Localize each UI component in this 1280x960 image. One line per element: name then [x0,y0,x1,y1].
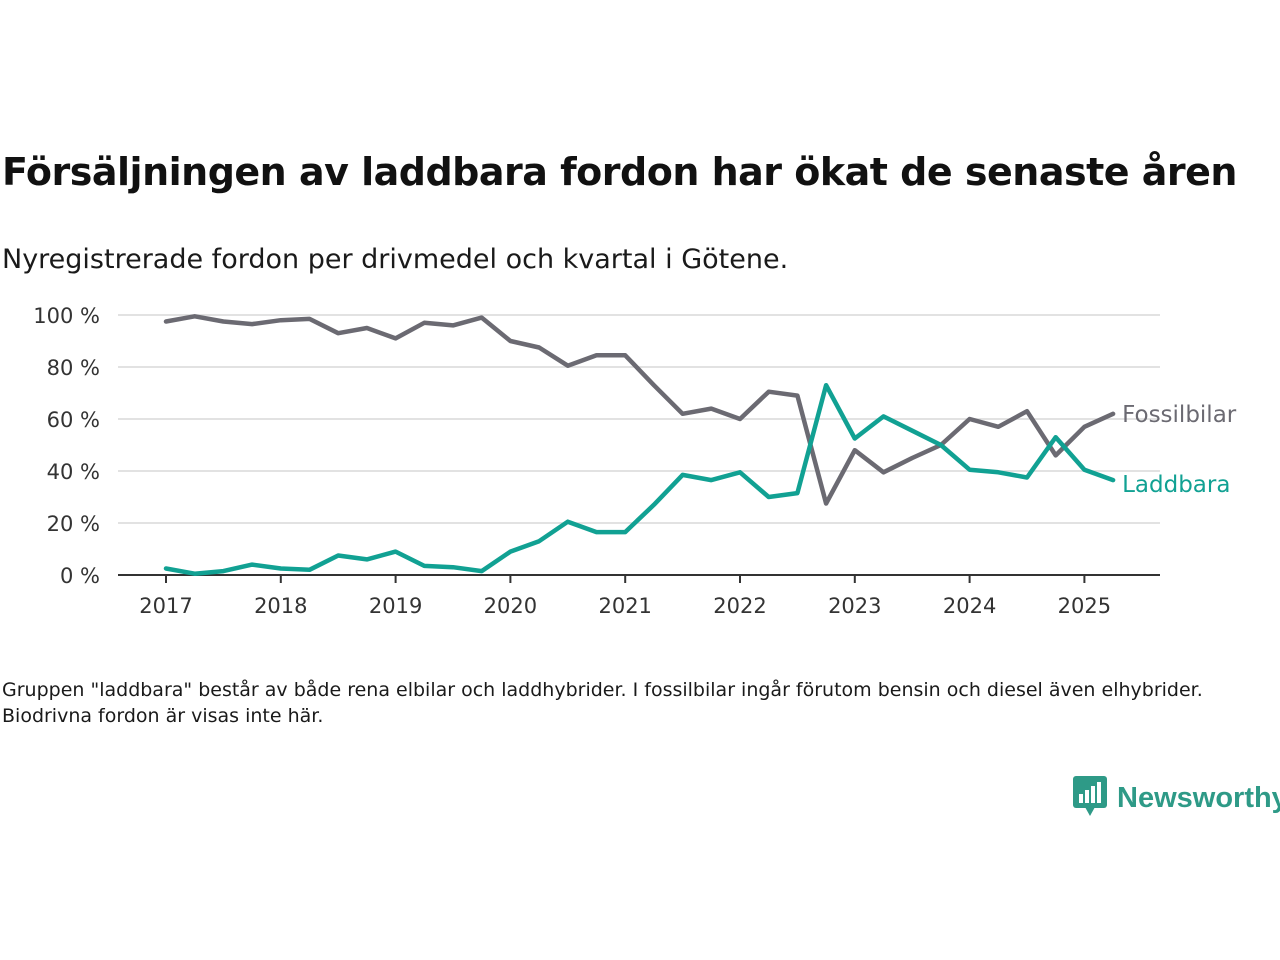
axes: 0 % 20 % 40 % 60 % 80 % 100 % 2017 2018 2019 2020… [33,304,1160,618]
series-line-fossilbilar [163,314,1116,506]
series-line-laddbara [163,382,1116,576]
line-chart: 0 % 20 % 40 % 60 % 80 % 100 % 2017 2018 2019 2020… [33,304,1237,618]
newsworthy-brand[interactable]: Newsworthy [1073,776,1280,820]
x-tick-label: 2017 [139,594,192,618]
x-tick-label: 2021 [598,594,651,618]
y-tick-label: 80 % [47,356,100,380]
x-tick-label: 2018 [254,594,307,618]
chart-subtitle: Nyregistrerade fordon per drivmedel och … [2,244,789,275]
x-tick-label: 2022 [713,594,766,618]
y-tick-label: 100 % [33,304,100,328]
series-labels: Fossilbilar Laddbara [1122,402,1237,498]
x-tick-label: 2019 [369,594,422,618]
y-tick-label: 60 % [47,408,100,432]
newsworthy-logo-icon [1073,776,1107,820]
y-tick-label: 20 % [47,512,100,536]
chart-footnote: Gruppen "laddbara" består av både rena e… [2,679,1203,727]
y-tick-label: 40 % [47,460,100,484]
series-label-laddbara: Laddbara [1122,472,1230,498]
brand-name: Newsworthy [1117,781,1280,814]
y-tick-label: 0 % [60,564,100,588]
x-tick-label: 2023 [828,594,881,618]
series-lines [163,314,1116,576]
series-label-fossilbilar: Fossilbilar [1122,402,1237,428]
x-tick-label: 2025 [1058,594,1111,618]
x-tick-label: 2024 [943,594,996,618]
gridlines [118,314,1160,524]
chart-title: Försäljningen av laddbara fordon har öka… [2,150,1237,194]
x-tick-label: 2020 [484,594,537,618]
